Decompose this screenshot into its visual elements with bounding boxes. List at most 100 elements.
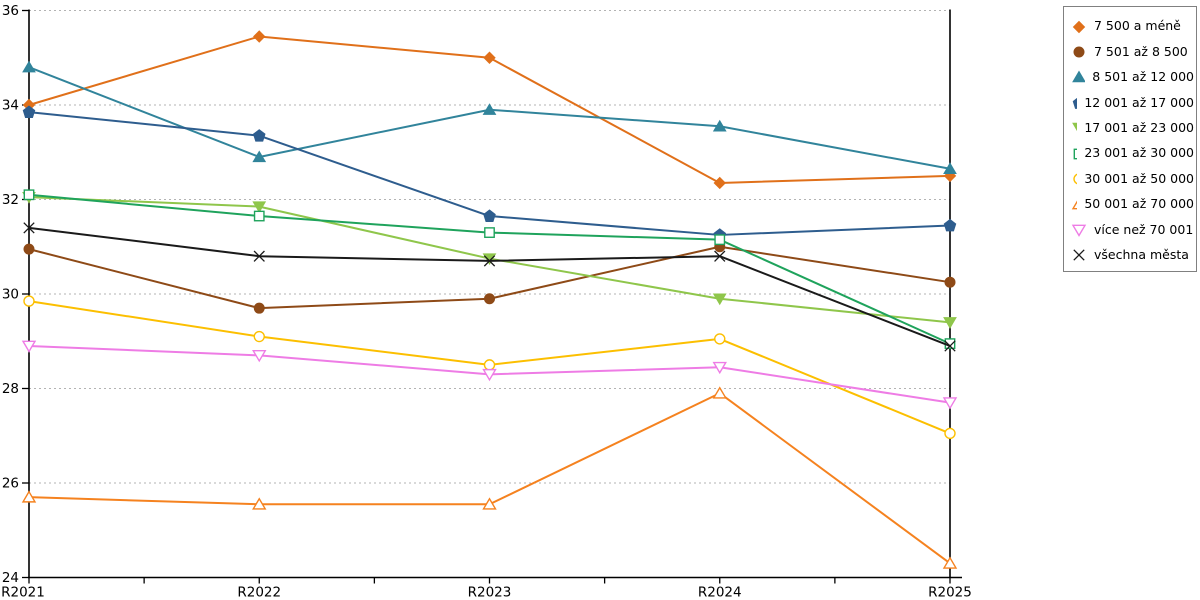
series-23-001-až-30-000	[23, 189, 956, 350]
legend-marker	[1073, 46, 1085, 58]
series-12-001-až-17-000	[22, 105, 957, 241]
legend-label: 30 001 až 50 000	[1084, 170, 1194, 186]
triangle-down-marker-icon	[942, 397, 958, 410]
series-line	[28, 66, 951, 170]
legend-label: 8 501 až 12 000	[1092, 69, 1194, 85]
legend-label: 17 001 až 23 000	[1084, 120, 1194, 135]
legend-label: 50 001 až 70 000	[1084, 196, 1194, 212]
triangle-down-marker-icon	[712, 361, 727, 375]
series-více-než-70-001	[21, 340, 958, 410]
square-marker-icon	[1073, 148, 1078, 160]
triangle-down-marker-icon	[252, 350, 267, 363]
legend-marker	[1071, 200, 1078, 210]
y-tick-label-24: 24	[2, 570, 19, 586]
square-marker-icon	[944, 338, 956, 350]
pentagon-marker-icon	[943, 218, 957, 232]
legend-item-5: 17 001 až 23 000	[1071, 116, 1194, 141]
x-marker-icon	[23, 222, 35, 234]
circle-marker-icon	[1073, 173, 1078, 185]
circle-marker-icon	[944, 427, 956, 440]
diamond-marker-icon	[713, 176, 726, 190]
x-marker-icon	[714, 250, 726, 262]
y-tick-label-36: 36	[2, 3, 19, 19]
circle-marker-icon	[23, 295, 35, 307]
circle-marker-icon	[944, 276, 956, 288]
x-marker-icon	[1073, 249, 1085, 261]
legend-marker	[1072, 70, 1086, 83]
triangle-up-marker-icon	[252, 497, 267, 510]
y-tick-label-30: 30	[2, 287, 19, 303]
legend-item-3: 8 501 až 12 000	[1071, 65, 1194, 90]
triangle-up-marker-icon	[21, 490, 37, 503]
legend-marker	[1073, 173, 1078, 185]
series-všechna-města	[23, 222, 956, 352]
legend-item-6: 23 001 až 30 000	[1071, 141, 1194, 166]
triangle-up-marker-icon	[942, 556, 958, 569]
circle-marker-icon	[253, 330, 265, 343]
triangle-up-marker-icon	[482, 103, 497, 115]
legend-marker	[1072, 97, 1078, 109]
triangle-down-marker-icon	[1072, 123, 1078, 132]
y-tick-label-34: 34	[2, 98, 19, 114]
legend-label: 12 001 až 17 000	[1084, 94, 1194, 110]
legend-label: 7 500 a méně	[1094, 18, 1181, 34]
series-line	[28, 226, 951, 347]
legend-item-2: 7 501 až 8 500	[1071, 39, 1194, 64]
x-tick-label-R2025: R2025	[928, 585, 972, 600]
triangle-up-marker-icon	[943, 162, 957, 174]
circle-marker-icon	[253, 302, 265, 314]
y-tick-label-28: 28	[2, 381, 19, 397]
triangle-up-marker-icon	[22, 60, 36, 73]
series-17-001-až-23-000	[22, 191, 957, 329]
circle-marker-icon	[714, 333, 726, 345]
series-8-501-až-12-000	[22, 60, 957, 174]
triangle-up-marker-icon	[1072, 70, 1086, 83]
x-marker-icon	[483, 255, 496, 267]
pentagon-marker-icon	[252, 129, 266, 142]
triangle-down-marker-icon	[482, 253, 497, 266]
triangle-down-marker-icon	[252, 201, 267, 214]
triangle-up-marker-icon	[482, 497, 497, 510]
series-50-001-až-70-000	[21, 386, 958, 569]
pentagon-marker-icon	[1072, 97, 1078, 109]
legend-item-8: 50 001 až 70 000	[1071, 192, 1194, 217]
series-7-501-až-8-500	[23, 241, 956, 314]
legend-item-7: 30 001 až 50 000	[1071, 166, 1194, 191]
legend-marker	[1071, 224, 1087, 237]
legend-item-10: všechna města	[1071, 243, 1194, 268]
legend-marker	[1073, 249, 1085, 261]
x-tick-label-R2022: R2022	[237, 585, 281, 600]
series-line	[28, 392, 951, 565]
series-7-500-a-méně	[22, 30, 957, 190]
diamond-marker-icon	[1072, 20, 1086, 33]
circle-marker-icon	[484, 293, 495, 305]
legend-label: 7 501 až 8 500	[1094, 43, 1188, 59]
series-30-001-až-50-000	[23, 295, 956, 440]
x-tick-label-R2024: R2024	[698, 585, 742, 600]
triangle-down-marker-icon	[712, 293, 727, 306]
triangle-up-marker-icon	[1071, 200, 1078, 210]
diamond-marker-icon	[483, 51, 496, 64]
triangle-down-marker-icon	[1071, 224, 1087, 237]
legend-marker	[1073, 148, 1078, 160]
x-tick-label-R2023: R2023	[468, 585, 512, 600]
y-tick-label-32: 32	[2, 192, 19, 208]
circle-marker-icon	[23, 243, 35, 255]
square-marker-icon	[23, 189, 35, 201]
legend-label: více než 70 001	[1094, 221, 1194, 237]
x-marker-icon	[253, 250, 265, 262]
x-marker-icon	[944, 340, 956, 352]
legend-marker	[1072, 20, 1086, 33]
legend-label: 23 001 až 30 000	[1084, 145, 1194, 161]
triangle-up-marker-icon	[252, 150, 267, 163]
circle-marker-icon	[483, 359, 496, 371]
y-tick-label-26: 26	[2, 476, 19, 492]
legend-item-1: 7 500 a méně	[1071, 14, 1194, 39]
triangle-down-marker-icon	[21, 340, 37, 353]
pentagon-marker-icon	[483, 209, 496, 222]
triangle-up-marker-icon	[712, 119, 727, 132]
circle-marker-icon	[1073, 46, 1085, 58]
triangle-up-marker-icon	[712, 386, 727, 399]
